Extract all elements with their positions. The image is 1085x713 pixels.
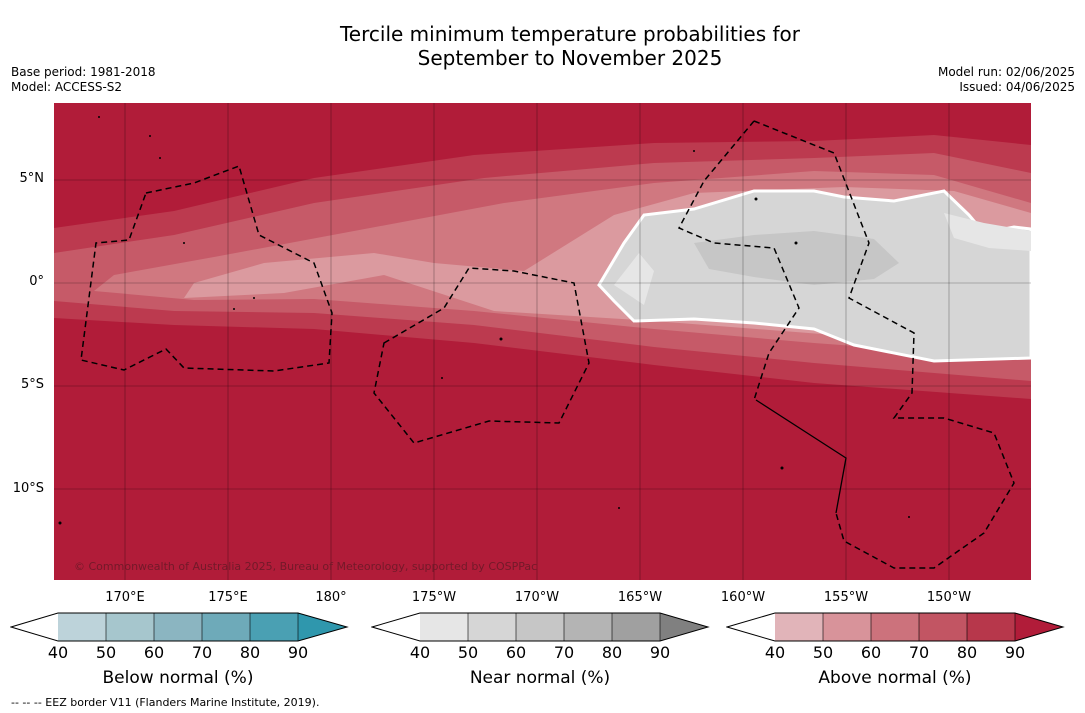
eez-footnote: -- -- -- EEZ border V11 (Flanders Marine…: [11, 696, 320, 709]
colorbar-above-dividers: [822, 613, 1016, 641]
colorbar-near-80-90: [612, 613, 660, 641]
colorbar-below-normal: [10, 612, 349, 642]
colorbar-below-50-60: [106, 613, 154, 641]
eez-border-kiribati-line: [753, 120, 1015, 569]
near-normal-60-region: [694, 231, 899, 285]
colorbar-near-dividers: [467, 613, 661, 641]
probability-map: © Commonwealth of Australia 2025, Bureau…: [54, 103, 1031, 580]
lon-label-155w: 155°W: [823, 590, 869, 605]
near-tick-90: 90: [649, 643, 671, 662]
colorbar-below-70-80: [202, 613, 250, 641]
lat-label-10s: 10°S: [12, 481, 44, 496]
near-tick-40: 40: [409, 643, 431, 662]
chart-title: Tercile minimum temperature probabilitie…: [0, 22, 1085, 70]
above-tick-50: 50: [812, 643, 834, 662]
lat-label-0: 0°: [29, 274, 44, 289]
near-normal-40-region-east: [944, 213, 1031, 251]
colorbar-below-60-70: [154, 613, 202, 641]
colorbar-below-90-extension: [298, 613, 347, 641]
legend-title-above-normal: Above normal (%): [818, 668, 972, 688]
lon-label-175e: 175°E: [208, 590, 248, 605]
graticule: [54, 103, 1031, 580]
eez-borders: [80, 120, 1015, 569]
colorbar-above-50-60: [823, 613, 871, 641]
title-line-2: September to November 2025: [417, 46, 723, 70]
meta-left: Base period: 1981-2018 Model: ACCESS-S2: [11, 65, 156, 95]
lon-label-170w: 170°W: [514, 590, 560, 605]
below-tick-60: 60: [143, 643, 165, 662]
colorbar-below-dividers: [105, 613, 299, 641]
legend-title-below-normal: Below normal (%): [102, 668, 254, 688]
near-normal-40-region: [614, 253, 654, 305]
eez-border-tokelau: [373, 267, 590, 444]
colorbar-near-70-80: [564, 613, 612, 641]
island-markers: [58, 116, 910, 525]
colorbar-above-80-90: [967, 613, 1015, 641]
lon-label-160w: 160°W: [720, 590, 766, 605]
colorbar-near-50-60: [468, 613, 516, 641]
above-tick-80: 80: [956, 643, 978, 662]
colorbar-below-80-90: [250, 613, 298, 641]
lon-label-180: 180°: [315, 590, 347, 605]
issued-date: Issued: 04/06/2025: [959, 80, 1075, 94]
above-tick-90: 90: [1004, 643, 1026, 662]
lon-label-175w: 175°W: [411, 590, 457, 605]
colorbar-above-40-extension: [727, 613, 775, 641]
colorbar-near-40-extension: [372, 613, 420, 641]
base-period: Base period: 1981-2018: [11, 65, 156, 79]
colorbar-near-60-70: [516, 613, 564, 641]
colorbar-above-40-50: [775, 613, 823, 641]
colorbar-below-40-extension: [11, 613, 58, 641]
near-tick-80: 80: [601, 643, 623, 662]
above-tick-40: 40: [764, 643, 786, 662]
below-tick-90: 90: [287, 643, 309, 662]
map-copyright: © Commonwealth of Australia 2025, Bureau…: [74, 560, 537, 573]
near-tick-60: 60: [505, 643, 527, 662]
above-tick-60: 60: [860, 643, 882, 662]
meta-right: Model run: 02/06/2025 Issued: 04/06/2025: [938, 65, 1075, 95]
colorbar-above-70-80: [919, 613, 967, 641]
lon-label-165w: 165°W: [617, 590, 663, 605]
colorbar-below-40-50: [58, 613, 106, 641]
lon-label-150w: 150°W: [926, 590, 972, 605]
above-tick-70: 70: [908, 643, 930, 662]
lat-label-5s: 5°S: [20, 377, 44, 392]
title-line-1: Tercile minimum temperature probabilitie…: [339, 22, 801, 46]
colorbar-above-90-extension: [1015, 613, 1063, 641]
colorbar-near-normal: [371, 612, 710, 642]
colorbar-above-60-70: [871, 613, 919, 641]
near-tick-50: 50: [457, 643, 479, 662]
near-tick-70: 70: [553, 643, 575, 662]
lat-label-5n: 5°N: [19, 171, 45, 186]
below-tick-50: 50: [95, 643, 117, 662]
eez-border-solid: [755, 399, 847, 514]
eez-border-tuvalu: [80, 165, 333, 372]
below-tick-40: 40: [47, 643, 69, 662]
model-run: Model run: 02/06/2025: [937, 65, 1075, 79]
lon-label-170e: 170°E: [105, 590, 145, 605]
below-tick-70: 70: [191, 643, 213, 662]
colorbar-near-90-extension: [660, 613, 708, 641]
below-tick-80: 80: [239, 643, 261, 662]
colorbar-above-normal: [726, 612, 1065, 642]
legend-title-near-normal: Near normal (%): [469, 668, 611, 688]
colorbar-near-40-50: [420, 613, 468, 641]
model-name: Model: ACCESS-S2: [11, 80, 123, 94]
